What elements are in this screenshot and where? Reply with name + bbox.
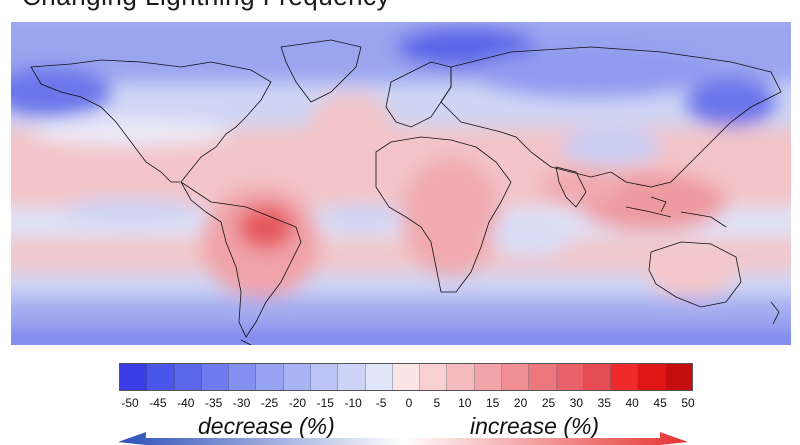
legend-swatch: [310, 364, 339, 390]
color-scale-ticks: -50 -45 -40 -35 -30 -25 -20 -15 -10 -5 0 5 10 15 20 25 3…: [121, 396, 694, 412]
legend-tick-label: 30: [569, 396, 584, 410]
legend-tick-label: -35: [205, 396, 223, 410]
legend-tick-label: 5: [433, 396, 441, 410]
legend-swatch: [556, 364, 584, 390]
legend-swatch: [501, 364, 530, 390]
legend-tick-label: -50: [121, 396, 139, 410]
legend-swatch: [583, 364, 612, 390]
legend-tick-label: 20: [513, 396, 528, 410]
coastlines: [30, 39, 782, 345]
legend-swatch: [256, 364, 284, 390]
legend-swatch: [147, 364, 175, 390]
legend-tick-label: 50: [681, 396, 695, 410]
legend-swatch: [447, 364, 475, 390]
legend-swatch: [201, 364, 230, 390]
legend-swatch: [120, 364, 148, 390]
legend-swatch: [229, 364, 257, 390]
legend-swatch: [665, 364, 692, 390]
legend-tick-label: 40: [625, 396, 639, 410]
world-map: [11, 22, 791, 345]
legend-swatch: [611, 364, 639, 390]
legend-swatch: [529, 364, 557, 390]
legend-tick-label: 0: [405, 396, 413, 410]
legend-tick-label: -25: [260, 396, 279, 410]
color-scale-bar: [119, 363, 693, 391]
double-arrow-icon: [118, 432, 688, 445]
legend-tick-label: 45: [653, 396, 667, 410]
legend-tick-label: -5: [375, 396, 387, 410]
increase-label: increase (%): [470, 413, 600, 439]
legend-tick-label: -20: [288, 396, 307, 410]
map-title: Changing Lightning Frequency: [22, 0, 390, 12]
legend-swatch: [392, 364, 421, 390]
legend-swatch: [338, 364, 366, 390]
legend-swatch: [283, 364, 311, 390]
legend-swatch: [174, 364, 202, 390]
decrease-label: decrease (%): [198, 413, 335, 439]
legend-swatch: [638, 364, 666, 390]
legend-tick-label: -30: [232, 396, 251, 410]
legend-tick-label: 25: [541, 396, 556, 410]
lightning-change-map: [11, 22, 791, 345]
legend-swatch: [365, 364, 393, 390]
legend-tick-label: -40: [177, 396, 195, 410]
legend-tick-label: -10: [344, 396, 362, 410]
legend-swatch: [474, 364, 502, 390]
direction-arrow: [118, 432, 688, 445]
legend-tick-label: 35: [597, 396, 611, 410]
legend-tick-label: -15: [316, 396, 334, 410]
legend-tick-label: -45: [149, 396, 167, 410]
legend-tick-label: 10: [458, 396, 472, 410]
legend-tick-label: 15: [486, 396, 500, 410]
legend-swatch: [420, 364, 448, 390]
